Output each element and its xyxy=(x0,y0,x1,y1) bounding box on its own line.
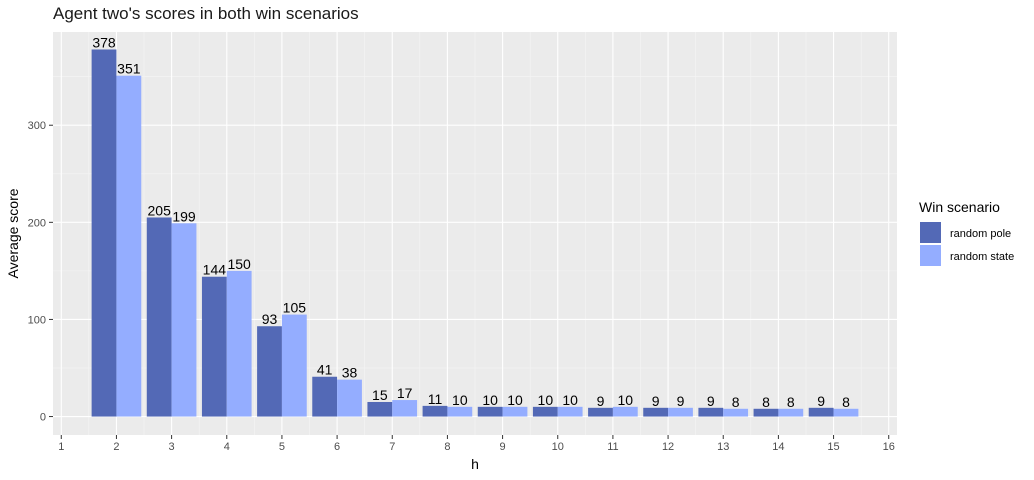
legend-key-random-pole xyxy=(920,222,941,243)
data-label-random-state-h11: 10 xyxy=(618,392,634,408)
chart-title: Agent two's scores in both win scenarios xyxy=(53,4,359,23)
data-label-random-state-h12: 9 xyxy=(677,393,685,409)
data-label-random-pole-h4: 144 xyxy=(203,262,227,278)
data-label-random-state-h15: 8 xyxy=(842,394,850,410)
bar-random-state-h5 xyxy=(281,314,307,417)
data-label-random-state-h5: 105 xyxy=(283,300,307,316)
bar-random-pole-h10 xyxy=(532,406,558,417)
y-axis-title: Average score xyxy=(5,188,21,278)
x-tick-label: 1 xyxy=(58,441,64,453)
x-tick-label: 5 xyxy=(279,441,285,453)
bar-random-pole-h5 xyxy=(257,326,282,417)
bar-random-pole-h9 xyxy=(477,406,503,417)
y-tick-label: 300 xyxy=(28,120,46,132)
legend-label-random-state: random state xyxy=(950,251,1014,263)
data-label-random-pole-h7: 15 xyxy=(372,387,388,403)
bar-random-pole-h12 xyxy=(643,407,669,417)
bar-random-state-h7 xyxy=(392,400,418,417)
x-tick-label: 2 xyxy=(113,441,119,453)
bar-random-state-h13 xyxy=(723,408,749,417)
x-tick-label: 15 xyxy=(827,441,839,453)
data-label-random-state-h8: 10 xyxy=(452,392,468,408)
data-label-random-pole-h14: 8 xyxy=(762,394,770,410)
x-tick-label: 9 xyxy=(500,441,506,453)
legend-key-random-state xyxy=(920,245,941,266)
x-tick-label: 11 xyxy=(607,441,618,453)
bar-random-state-h4 xyxy=(226,270,252,417)
legend-label-random-pole: random pole xyxy=(950,228,1011,240)
bar-random-pole-h15 xyxy=(808,407,834,417)
bar-random-state-h10 xyxy=(557,406,583,417)
data-label-random-pole-h8: 11 xyxy=(428,391,443,407)
x-tick-label: 7 xyxy=(389,441,395,453)
data-label-random-pole-h3: 205 xyxy=(148,202,172,218)
x-tick-label: 8 xyxy=(444,441,450,453)
bar-random-state-h3 xyxy=(171,223,197,417)
bar-random-pole-h4 xyxy=(201,276,227,417)
data-label-random-state-h2: 351 xyxy=(117,61,141,77)
bar-random-pole-h3 xyxy=(146,217,172,417)
bar-random-state-h2 xyxy=(116,75,142,417)
x-tick-label: 14 xyxy=(772,441,784,453)
bar-random-state-h11 xyxy=(612,406,638,417)
y-tick-label: 100 xyxy=(28,314,46,326)
x-tick-label: 6 xyxy=(334,441,340,453)
bar-random-pole-h2 xyxy=(91,49,117,417)
bar-random-pole-h6 xyxy=(312,376,338,417)
bar-random-state-h9 xyxy=(502,406,528,417)
x-tick-label: 3 xyxy=(169,441,175,453)
y-tick-label: 0 xyxy=(40,412,46,424)
legend-title: Win scenario xyxy=(919,199,1000,215)
data-label-random-pole-h5: 93 xyxy=(262,311,278,327)
x-tick-label: 16 xyxy=(883,441,895,453)
data-label-random-state-h7: 17 xyxy=(397,385,413,401)
data-label-random-state-h9: 10 xyxy=(507,392,523,408)
bar-random-pole-h11 xyxy=(588,407,613,417)
data-label-random-pole-h6: 41 xyxy=(317,362,333,378)
data-label-random-state-h13: 8 xyxy=(732,394,740,410)
x-tick-label: 4 xyxy=(224,441,230,453)
data-label-random-pole-h13: 9 xyxy=(707,393,715,409)
bar-random-pole-h14 xyxy=(753,408,779,417)
bar-random-pole-h8 xyxy=(422,405,448,417)
data-label-random-pole-h12: 9 xyxy=(652,393,660,409)
data-label-random-state-h3: 199 xyxy=(172,208,196,224)
bar-random-pole-h7 xyxy=(367,401,393,417)
x-tick-label: 13 xyxy=(717,441,729,453)
bar-random-pole-h13 xyxy=(698,407,724,417)
bar-random-state-h15 xyxy=(833,408,859,417)
x-tick-label: 10 xyxy=(552,441,564,453)
data-label-random-pole-h2: 378 xyxy=(92,34,116,50)
data-label-random-pole-h15: 9 xyxy=(817,393,825,409)
bar-random-state-h8 xyxy=(447,406,473,417)
bar-random-state-h12 xyxy=(668,407,693,417)
data-label-random-state-h4: 150 xyxy=(227,256,251,272)
bar-random-state-h6 xyxy=(337,379,362,417)
data-label-random-pole-h10: 10 xyxy=(538,392,554,408)
data-label-random-state-h10: 10 xyxy=(562,392,578,408)
x-tick-label: 12 xyxy=(662,441,674,453)
data-label-random-pole-h11: 9 xyxy=(597,393,605,409)
data-label-random-state-h6: 38 xyxy=(342,365,358,381)
data-label-random-state-h14: 8 xyxy=(787,394,795,410)
x-axis-title: h xyxy=(471,456,479,472)
data-label-random-pole-h9: 10 xyxy=(482,392,498,408)
bar-random-state-h14 xyxy=(778,408,804,417)
y-tick-label: 200 xyxy=(28,217,46,229)
